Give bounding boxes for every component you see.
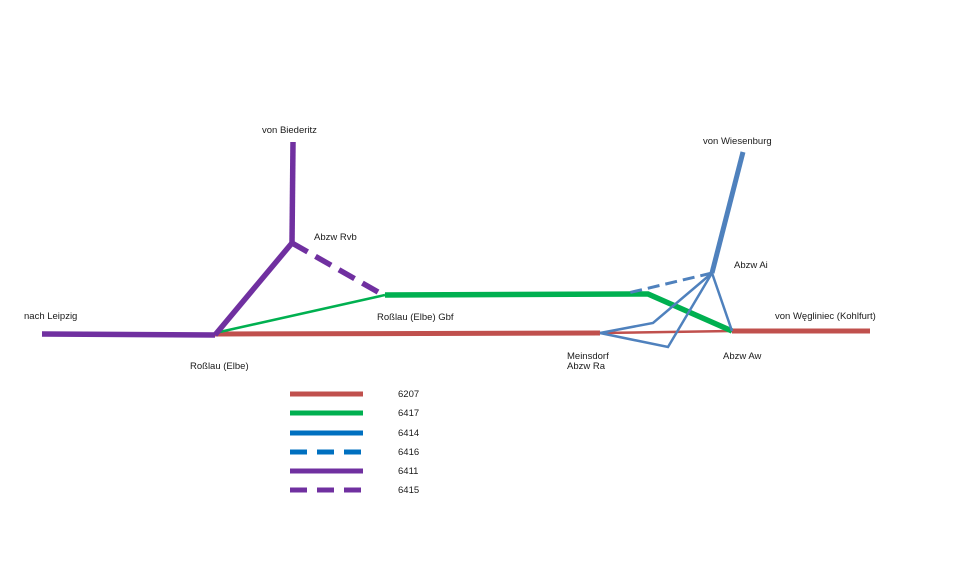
label-rosslau-gbf: Roßlau (Elbe) Gbf (377, 312, 454, 323)
legend-entry-6207: 6207 (290, 389, 419, 400)
legend-entry-6415: 6415 (290, 485, 419, 496)
line-6411 (41, 141, 296, 338)
line-6417-rosslau-gbf (214, 293, 386, 335)
line-6414 (599, 151, 746, 349)
legend-label-6414: 6414 (398, 428, 419, 439)
label-von-wiesenburg: von Wiesenburg (703, 136, 772, 147)
label-meinsdorf: Meinsdorf (567, 351, 609, 362)
legend-label-6416: 6416 (398, 447, 419, 458)
label-abzw-rvb: Abzw Rvb (314, 232, 357, 243)
line-6414-ai-meinsdorf-upper (599, 272, 713, 335)
line-6414-wiesenburg-ai (709, 151, 746, 274)
label-abzw-ai: Abzw Ai (734, 260, 768, 271)
line-6416 (627, 271, 713, 295)
legend-entry-6417: 6417 (290, 408, 419, 419)
line-6417-gbf-aw (384, 291, 734, 334)
line-6207 (214, 328, 870, 337)
line-6411-rvb-biederitz (289, 141, 296, 244)
line-6207-rosslau-meinsdorf (214, 330, 601, 337)
legend-entry-6411: 6411 (290, 466, 418, 477)
legend-label-6207: 6207 (398, 389, 419, 400)
legend-label-6411: 6411 (398, 466, 418, 477)
label-von-wegliniec: von Węgliniec (Kohlfurt) (775, 311, 876, 322)
legend-label-6417: 6417 (398, 408, 419, 419)
line-6414-ai-meinsdorf-lower (599, 272, 714, 349)
label-abzw-aw: Abzw Aw (723, 351, 762, 362)
label-abzw-ra: Abzw Ra (567, 361, 606, 372)
line-6414-ai-aw (710, 272, 734, 332)
legend-entry-6414: 6414 (290, 428, 419, 439)
line-6411-leipzig-rosslau (41, 331, 216, 338)
line-6416-ai-gbf (627, 271, 713, 295)
line-6207-meinsdorf-aw (599, 329, 733, 335)
line-6417 (214, 291, 734, 335)
legend: 6207 6417 6414 6416 6411 6415 (290, 389, 419, 496)
legend-label-6415: 6415 (398, 485, 419, 496)
line-6415-rvb-gbf (290, 240, 387, 299)
line-6411-rosslau-rvb (212, 241, 295, 337)
label-rosslau-elbe: Roßlau (Elbe) (190, 361, 249, 372)
label-von-biederitz: von Biederitz (262, 125, 317, 136)
label-nach-leipzig: nach Leipzig (24, 311, 77, 322)
legend-entry-6416: 6416 (290, 447, 419, 458)
line-6415 (290, 240, 387, 299)
